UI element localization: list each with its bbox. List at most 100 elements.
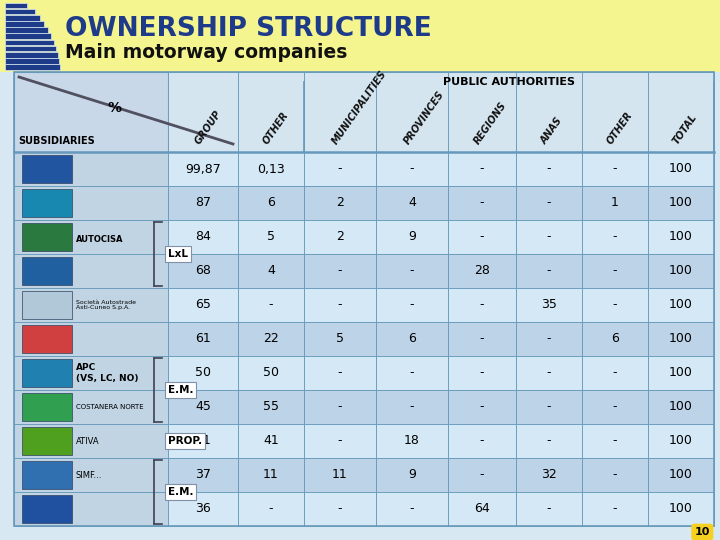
Bar bbox=[14, 390, 168, 424]
Text: E.M.: E.M. bbox=[168, 487, 194, 497]
Text: 28: 28 bbox=[474, 265, 490, 278]
Text: -: - bbox=[480, 333, 485, 346]
Text: 65: 65 bbox=[195, 299, 211, 312]
Text: -: - bbox=[410, 299, 414, 312]
Text: PROVINCES: PROVINCES bbox=[402, 89, 446, 146]
Text: 1: 1 bbox=[611, 197, 619, 210]
Bar bbox=[5, 9, 35, 15]
Bar bbox=[304, 288, 376, 322]
Text: -: - bbox=[410, 503, 414, 516]
Text: -: - bbox=[410, 265, 414, 278]
Text: -: - bbox=[338, 401, 342, 414]
Bar bbox=[648, 492, 714, 526]
Bar bbox=[304, 356, 376, 390]
Bar bbox=[516, 390, 582, 424]
Bar bbox=[376, 72, 448, 152]
Text: 41: 41 bbox=[263, 435, 279, 448]
Bar bbox=[582, 254, 648, 288]
Bar bbox=[168, 492, 238, 526]
Bar bbox=[14, 152, 168, 186]
Bar bbox=[582, 220, 648, 254]
Text: 36: 36 bbox=[195, 503, 211, 516]
Bar bbox=[0, 0, 720, 72]
Text: E.M.: E.M. bbox=[168, 385, 194, 395]
Text: -: - bbox=[480, 299, 485, 312]
Bar bbox=[648, 186, 714, 220]
Bar bbox=[22, 461, 72, 489]
Bar bbox=[448, 458, 516, 492]
Text: -: - bbox=[546, 163, 552, 176]
Text: -: - bbox=[613, 503, 617, 516]
Text: 50: 50 bbox=[263, 367, 279, 380]
Bar bbox=[14, 254, 168, 288]
Text: -: - bbox=[338, 265, 342, 278]
Text: 5: 5 bbox=[267, 231, 275, 244]
Text: ANAS: ANAS bbox=[539, 116, 564, 146]
Bar bbox=[5, 27, 48, 33]
Bar bbox=[22, 224, 72, 251]
Text: 61: 61 bbox=[195, 333, 211, 346]
Text: 68: 68 bbox=[195, 265, 211, 278]
Text: 5: 5 bbox=[336, 333, 344, 346]
Text: -: - bbox=[480, 367, 485, 380]
Text: 100: 100 bbox=[669, 503, 693, 516]
Bar bbox=[516, 458, 582, 492]
Text: -: - bbox=[546, 197, 552, 210]
Bar bbox=[376, 152, 448, 186]
Bar bbox=[304, 322, 376, 356]
Bar bbox=[376, 322, 448, 356]
Bar bbox=[22, 258, 72, 285]
Bar bbox=[516, 492, 582, 526]
Text: 100: 100 bbox=[669, 401, 693, 414]
Bar bbox=[238, 492, 304, 526]
Bar bbox=[648, 288, 714, 322]
Bar bbox=[168, 254, 238, 288]
Bar bbox=[22, 292, 72, 319]
Bar bbox=[304, 254, 376, 288]
Text: -: - bbox=[613, 367, 617, 380]
Bar bbox=[304, 458, 376, 492]
Bar bbox=[516, 152, 582, 186]
Bar bbox=[648, 72, 714, 152]
Text: -: - bbox=[480, 163, 485, 176]
Text: -: - bbox=[613, 231, 617, 244]
Text: -: - bbox=[546, 503, 552, 516]
Bar bbox=[376, 220, 448, 254]
Bar bbox=[516, 186, 582, 220]
Bar bbox=[648, 458, 714, 492]
Text: -: - bbox=[480, 469, 485, 482]
Bar bbox=[5, 46, 56, 51]
Bar bbox=[14, 186, 168, 220]
Text: -: - bbox=[410, 163, 414, 176]
Bar bbox=[582, 424, 648, 458]
Bar bbox=[22, 495, 72, 523]
Text: 100: 100 bbox=[669, 265, 693, 278]
Bar bbox=[448, 492, 516, 526]
Text: 22: 22 bbox=[263, 333, 279, 346]
Bar bbox=[516, 322, 582, 356]
Bar bbox=[5, 21, 45, 26]
Bar bbox=[376, 356, 448, 390]
Text: 37: 37 bbox=[195, 469, 211, 482]
Text: 4: 4 bbox=[408, 197, 416, 210]
Bar bbox=[168, 152, 238, 186]
Text: -: - bbox=[613, 265, 617, 278]
Text: OTHER: OTHER bbox=[261, 110, 290, 146]
Bar bbox=[5, 58, 59, 64]
Text: PROP.: PROP. bbox=[168, 436, 202, 446]
Text: REGIONS: REGIONS bbox=[472, 100, 508, 146]
Text: 9: 9 bbox=[408, 469, 416, 482]
Bar bbox=[582, 288, 648, 322]
Bar bbox=[14, 72, 168, 152]
Text: -: - bbox=[338, 435, 342, 448]
Bar bbox=[448, 72, 516, 152]
Text: 10: 10 bbox=[695, 527, 710, 537]
Bar bbox=[168, 390, 238, 424]
Text: -: - bbox=[546, 435, 552, 448]
Text: 100: 100 bbox=[669, 435, 693, 448]
Text: 100: 100 bbox=[669, 333, 693, 346]
Text: 100: 100 bbox=[669, 163, 693, 176]
Bar bbox=[238, 424, 304, 458]
Text: 6: 6 bbox=[611, 333, 619, 346]
Bar bbox=[648, 322, 714, 356]
